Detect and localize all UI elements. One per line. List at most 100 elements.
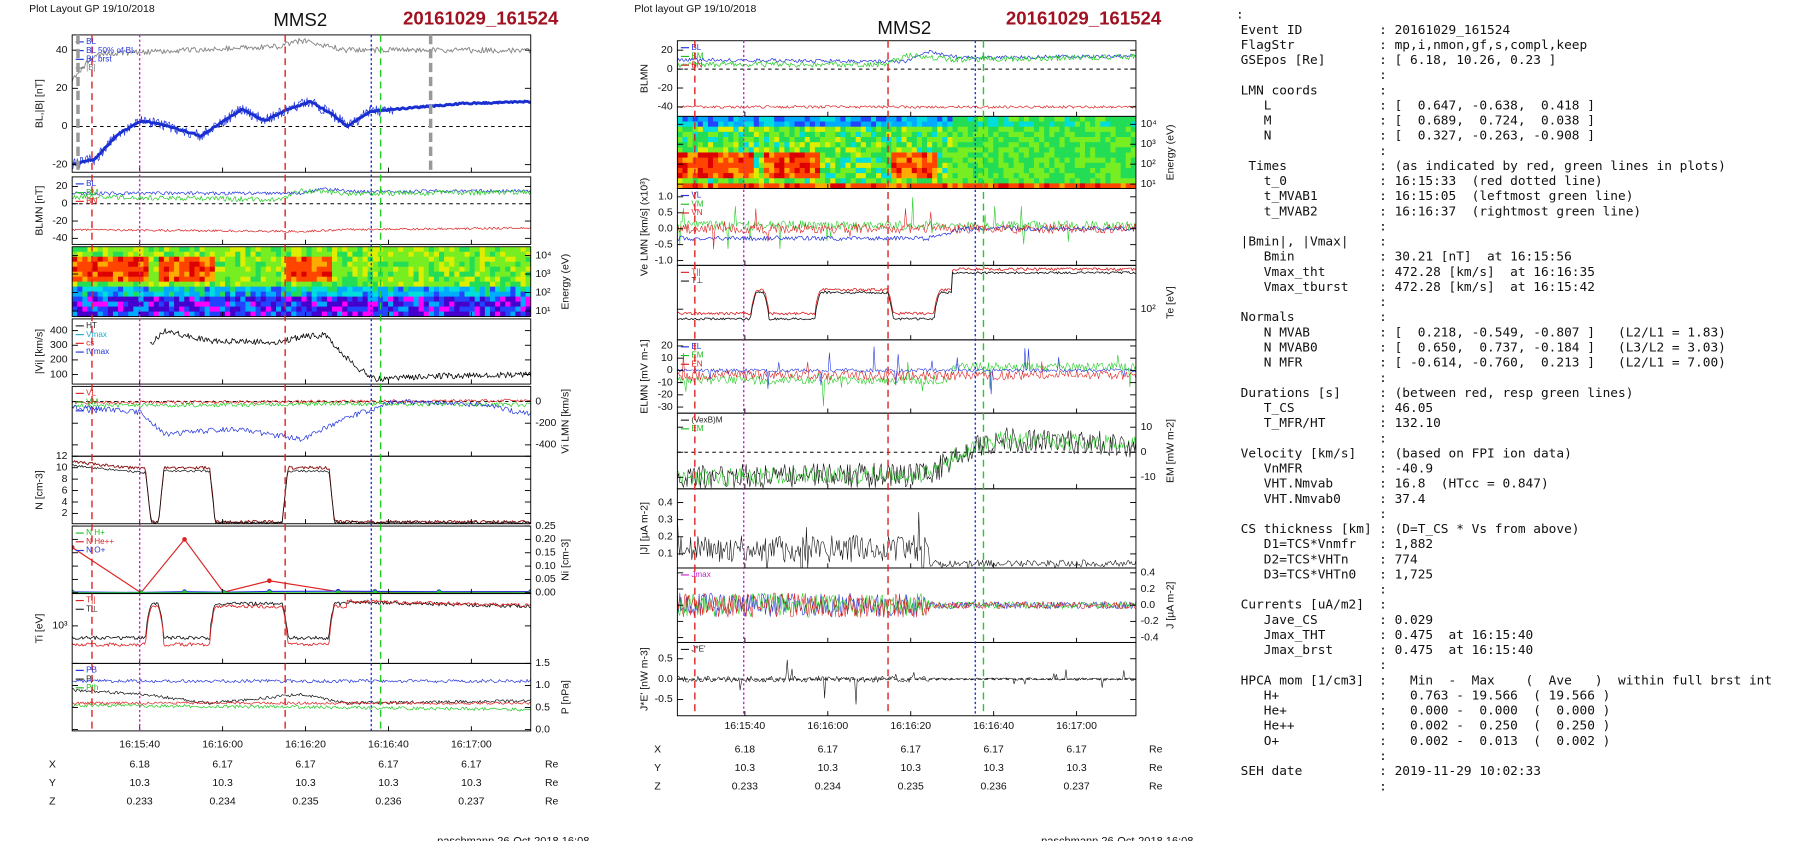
spectrogram-cell: [1079, 121, 1086, 128]
spectrogram-cell: [967, 131, 974, 138]
spectrogram-cell: [118, 276, 124, 283]
spectrogram-cell: [1105, 167, 1111, 174]
spectrogram-cell: [1064, 116, 1071, 123]
spectrogram-cell: [733, 142, 739, 148]
spectrogram-cell: [901, 157, 908, 164]
spectrogram-cell: [1023, 183, 1030, 189]
spectrogram-cell: [748, 157, 755, 164]
spectrogram-cell: [255, 291, 262, 298]
spectrogram-cell: [840, 152, 846, 159]
y-tick-label: 0.0: [535, 724, 550, 735]
spectrogram-cell: [896, 131, 903, 138]
spectrogram-cell: [525, 286, 531, 293]
spectrogram-cell: [357, 266, 364, 273]
spectrogram-cell: [301, 286, 308, 293]
spectrogram-cell: [484, 311, 491, 317]
spectrogram-cell: [697, 152, 704, 159]
spectrogram-cell: [1105, 162, 1111, 169]
spectrogram-cell: [845, 157, 852, 164]
spectrogram-cell: [444, 311, 450, 317]
spectrogram-cell: [1059, 157, 1066, 164]
spectrogram-cell: [860, 126, 867, 133]
spectrogram-cell: [189, 311, 195, 317]
spectrogram-cell: [728, 183, 734, 189]
spectrogram-cell: [393, 286, 399, 293]
spectrogram-cell: [225, 296, 231, 303]
spectrogram-cell: [112, 256, 119, 263]
spectrogram-cell: [128, 301, 134, 308]
spectrogram-cell: [439, 306, 445, 313]
spectrogram-cell: [1023, 121, 1030, 128]
spectrogram-cell: [418, 266, 425, 273]
spectrogram-cell: [133, 246, 139, 253]
trace: [72, 678, 531, 684]
spectrogram-cell: [505, 266, 511, 273]
spectrogram-cell: [977, 121, 984, 128]
spectrogram-cell: [865, 147, 872, 153]
spectrogram-cell: [255, 296, 262, 303]
spectrogram-cell: [1054, 183, 1060, 189]
text-value: : (as indicated by red, green lines in p…: [1379, 159, 1726, 174]
spectrogram-cell: [454, 256, 460, 263]
y-tick-label: 0.00: [535, 588, 556, 599]
row-label: Y: [654, 763, 661, 774]
spectrogram-cell: [219, 246, 226, 253]
spectrogram-cell: [1100, 121, 1106, 128]
spectrogram-cell: [143, 276, 150, 283]
spectrogram-cell: [942, 152, 948, 159]
spectrogram-cell: [758, 121, 765, 128]
spectrogram-cell: [977, 178, 984, 184]
spectrogram-cell: [1034, 131, 1040, 138]
spectrogram-cell: [896, 152, 903, 159]
spectrogram-cell: [342, 256, 348, 263]
spectrogram-cell: [428, 266, 435, 273]
spectrogram-cell: [439, 251, 445, 258]
spectrogram-cell: [423, 296, 430, 303]
spectrogram-cell: [779, 167, 785, 174]
spectrogram-cell: [240, 261, 246, 268]
panel: [677, 50, 1136, 109]
spectrogram-cell: [779, 147, 785, 153]
spectrogram-cell: [204, 306, 211, 313]
spectrogram-cell: [428, 276, 435, 283]
spectrogram-cell: [520, 246, 527, 253]
spectrogram-cell: [1120, 131, 1127, 138]
spectrogram-cell: [433, 311, 440, 317]
spectrogram-cell: [133, 271, 139, 278]
spectrogram-cell: [148, 256, 155, 263]
spectrogram-cell: [1039, 152, 1045, 159]
spectrogram-cell: [825, 137, 831, 143]
spectrogram-cell: [225, 301, 231, 308]
spectrogram-cell: [687, 126, 694, 133]
spectrogram-cell: [845, 121, 852, 128]
legend-label: EL: [691, 342, 701, 351]
spectrogram-cell: [687, 162, 694, 169]
spectrogram-cell: [510, 281, 516, 288]
spectrogram-cell: [1054, 131, 1060, 138]
spectrogram-cell: [937, 126, 943, 133]
spectrogram-cell: [1028, 162, 1035, 169]
spectrogram-cell: [748, 121, 755, 128]
spectrogram-cell: [1018, 173, 1025, 179]
spectrogram-cell: [763, 152, 770, 159]
spectrogram-cell: [270, 311, 277, 317]
spectrogram-cell: [804, 116, 811, 123]
spectrogram-cell: [123, 251, 129, 258]
spectrogram-cell: [998, 183, 1004, 189]
y-axis-label: Ni [cm-3]: [560, 539, 571, 581]
spectrogram-cell: [677, 178, 683, 184]
spectrogram-cell: [286, 271, 292, 278]
trace: [677, 353, 1136, 382]
spectrogram-cell: [799, 142, 806, 148]
spectrogram-cell: [194, 276, 201, 283]
spectrogram-cell: [957, 121, 964, 128]
spectrogram-cell: [1059, 147, 1066, 153]
spectrogram-cell: [1013, 147, 1020, 153]
spectrogram-cell: [1125, 157, 1132, 164]
spectrogram-cell: [769, 142, 775, 148]
spectrogram-cell: [158, 281, 165, 288]
spectrogram-cell: [1018, 116, 1025, 123]
spectrogram-cell: [255, 246, 262, 253]
spectrogram-cell: [779, 157, 785, 164]
spectrogram-cell: [1069, 162, 1076, 169]
